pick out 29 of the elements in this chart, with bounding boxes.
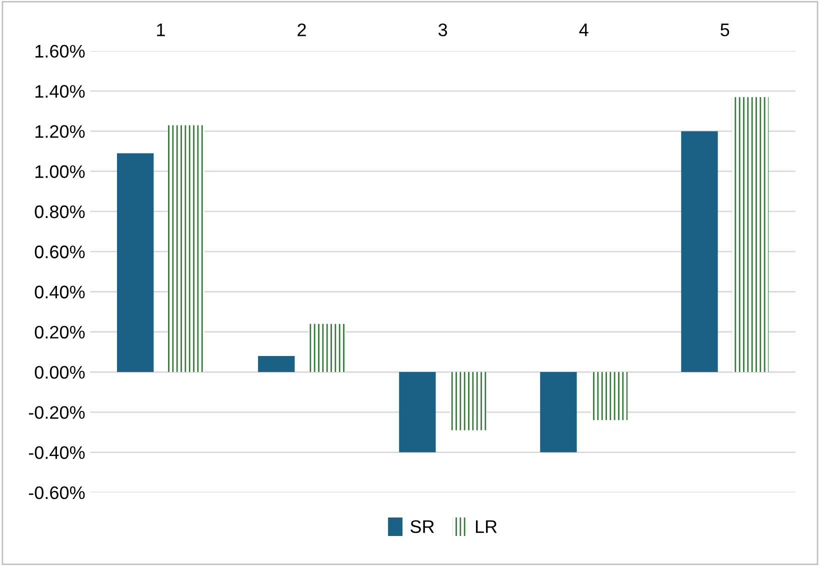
bar [732,97,769,372]
y-tick-label: 1.20% [36,125,85,138]
y-tick-label: 0.40% [34,286,85,298]
y-tick-label: 1.40% [36,85,85,98]
bar [399,372,436,452]
bar [117,153,154,372]
y-tick-label: 0.00% [34,366,85,379]
bar [540,372,577,452]
bar [168,125,204,372]
y-tick-label: 0.80% [34,205,85,218]
y-tick-label: -0.60% [28,486,85,500]
bar [308,324,346,372]
y-tick-label: 0.20% [34,326,85,339]
x-tick-label: 1 [157,24,165,36]
x-tick-label: 2 [298,23,306,36]
bar [450,372,487,430]
legend-label: LR [476,520,497,533]
x-tick-label: 5 [720,24,730,36]
y-tick-label: 1.00% [36,165,85,178]
y-tick-label: -0.20% [28,406,85,419]
y-tick-label: -0.40% [28,446,85,460]
y-tick-label: 0.60% [34,246,85,258]
bar [681,131,718,372]
legend-label: SR [410,520,434,534]
x-tick-label: 4 [579,24,588,36]
x-tick-label: 3 [438,23,448,36]
bar [590,372,628,420]
y-tick-label: 1.60% [36,44,85,58]
bar [258,356,295,372]
